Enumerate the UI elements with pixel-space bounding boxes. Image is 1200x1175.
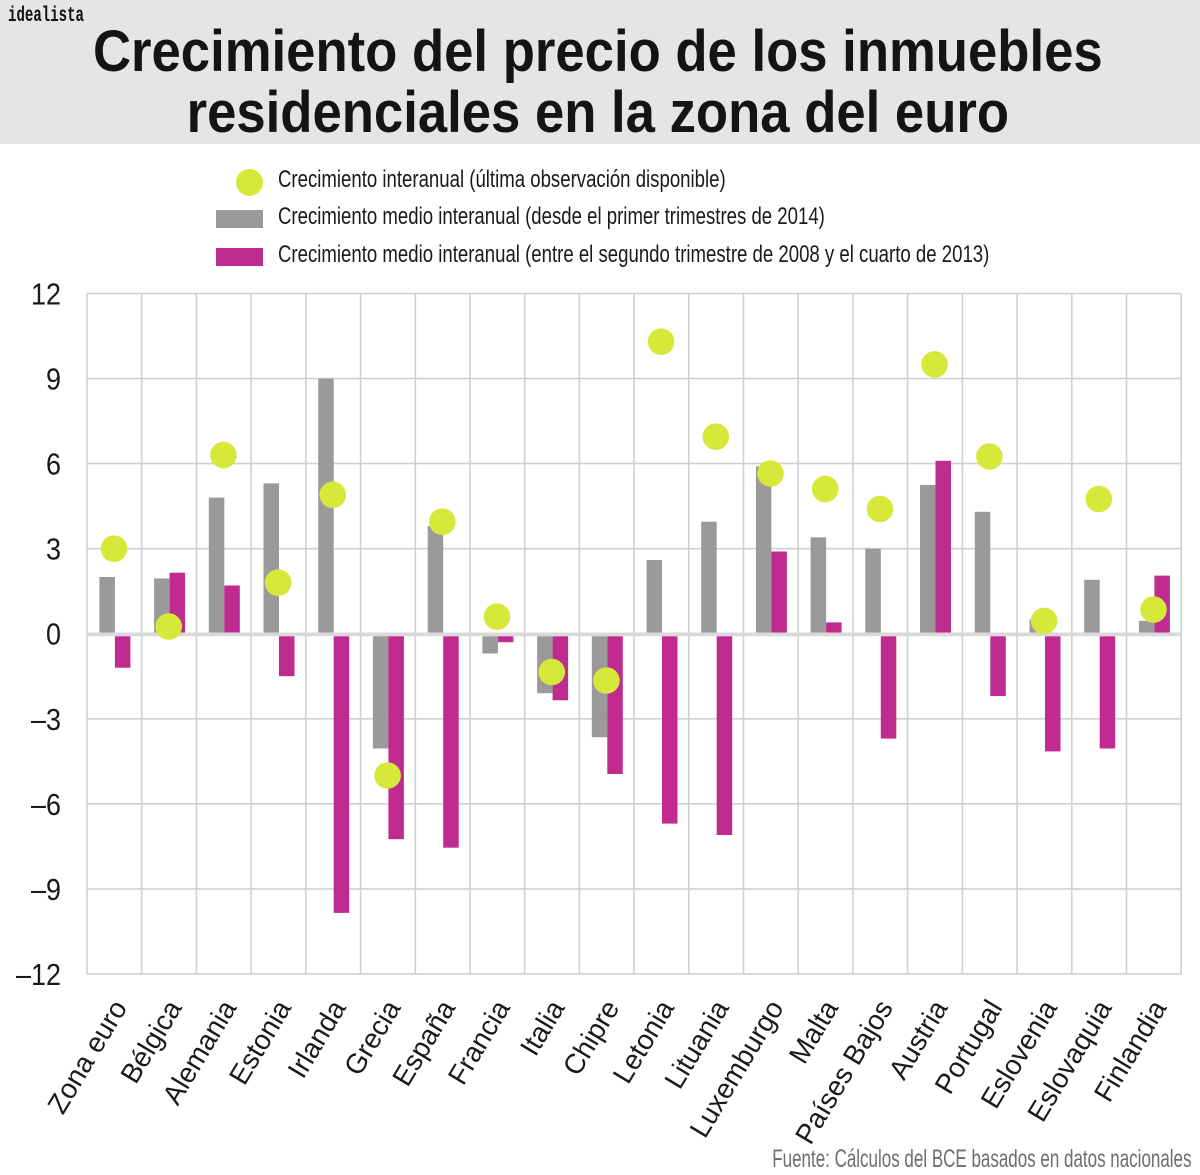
svg-text:Irlanda: Irlanda — [282, 994, 353, 1083]
svg-text:9: 9 — [46, 363, 61, 397]
svg-text:Zona euro: Zona euro — [41, 995, 133, 1119]
svg-text:Italia: Italia — [514, 994, 571, 1061]
svg-text:–6: –6 — [31, 788, 61, 822]
svg-text:6: 6 — [46, 448, 61, 482]
svg-text:–9: –9 — [31, 873, 61, 907]
svg-text:–3: –3 — [31, 703, 61, 737]
svg-text:0: 0 — [46, 618, 61, 652]
svg-text:3: 3 — [46, 533, 61, 567]
svg-text:–12: –12 — [16, 958, 61, 992]
svg-text:Fuente: Cálculos del BCE basad: Fuente: Cálculos del BCE basados en dato… — [772, 1145, 1191, 1173]
svg-text:12: 12 — [31, 278, 61, 312]
